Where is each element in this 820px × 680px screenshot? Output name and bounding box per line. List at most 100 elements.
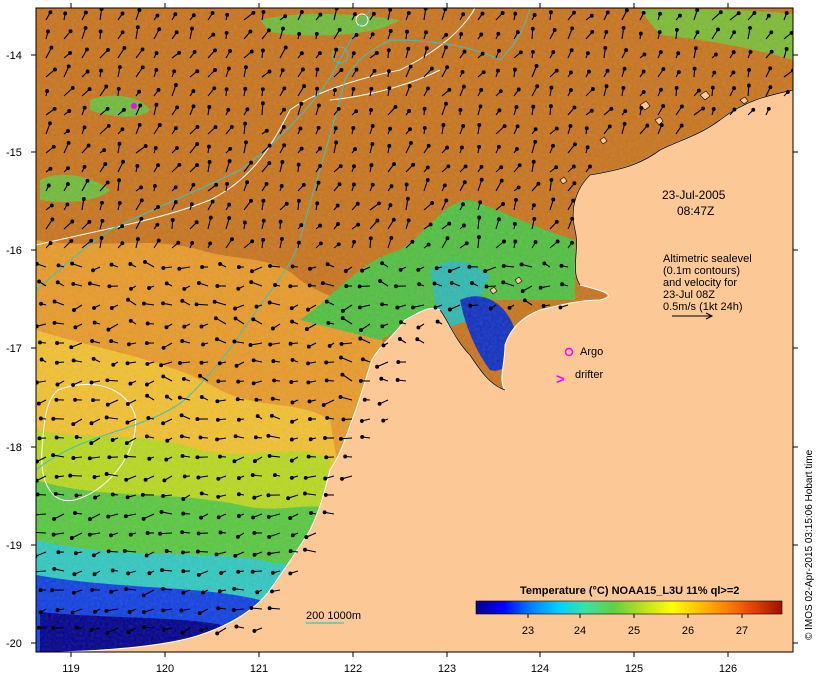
lon-tick: 121 [250, 3, 268, 675]
velocity-arrow-head [139, 185, 144, 190]
velocity-arrow-head [243, 121, 248, 126]
velocity-arrow-head [302, 84, 307, 89]
velocity-arrow-head [352, 239, 357, 244]
velocity-arrow-head [250, 269, 254, 274]
velocity-arrow-head [324, 378, 329, 383]
velocity-arrow-head [252, 495, 257, 500]
velocity-arrow-head [515, 124, 520, 129]
velocity-arrow-head [377, 201, 381, 206]
velocity-arrow-head [343, 454, 348, 459]
velocity-arrow-head [195, 124, 200, 129]
velocity-arrow-head [270, 570, 275, 575]
velocity-arrow-head [322, 510, 327, 515]
velocity-arrow-head [71, 358, 76, 363]
velocity-arrow-head [52, 566, 57, 571]
velocity-arrow-head [176, 240, 181, 245]
velocity-arrow-head [538, 285, 543, 290]
velocity-arrow-head [243, 86, 248, 91]
velocity-arrow-head [468, 303, 473, 308]
velocity-arrow-head [516, 185, 521, 190]
velocity-arrow-head [338, 395, 343, 399]
velocity-arrow-head [314, 31, 319, 36]
velocity-arrow-head [199, 324, 204, 329]
velocity-arrow-head [128, 318, 133, 323]
velocity-arrow-head [91, 398, 95, 403]
velocity-arrow-head [425, 165, 430, 170]
velocity-arrow-head [299, 146, 304, 151]
velocity-arrow-head [100, 200, 104, 205]
lon-tick: 120 [156, 3, 174, 675]
velocity-arrow-head [409, 140, 413, 145]
velocity-arrow-head [572, 105, 577, 110]
velocity-arrow-head [288, 341, 293, 346]
velocity-arrow-head [229, 124, 234, 129]
velocity-arrow-head [370, 32, 375, 37]
velocity-arrow-head [270, 396, 275, 401]
velocity-arrow-head [87, 219, 92, 224]
colorbar-tick-label: 25 [628, 625, 640, 637]
velocity-arrow-head [324, 299, 329, 304]
velocity-arrow-head [181, 569, 186, 574]
velocity-arrow-head [307, 399, 312, 404]
velocity-arrow-head [159, 363, 164, 368]
velocity-arrow-head [234, 363, 239, 368]
velocity-arrow-head [65, 202, 70, 207]
velocity-arrow [106, 608, 119, 612]
velocity-arrow-head [137, 8, 142, 13]
velocity-arrow-head [36, 478, 39, 483]
velocity-arrow-head [343, 269, 348, 273]
velocity-arrow-head [731, 70, 736, 75]
velocity-arrow-head [125, 495, 130, 500]
velocity-arrow-head [396, 360, 401, 365]
velocity-arrow-head [92, 305, 97, 310]
velocity-arrow-head [571, 198, 576, 203]
velocity-arrow-head [746, 83, 751, 88]
velocity-arrow-head [49, 203, 54, 208]
velocity-arrow-head [105, 180, 110, 185]
velocity-arrow-head [100, 218, 105, 223]
velocity-arrow-head [251, 358, 256, 363]
velocity-arrow-head [389, 235, 394, 240]
velocity-arrow-head [751, 107, 756, 112]
velocity-arrow-head [323, 492, 328, 497]
velocity-arrow-head [268, 263, 273, 268]
velocity-arrow-head [337, 27, 342, 32]
velocity-arrow-head [426, 86, 430, 91]
velocity-arrow-head [351, 182, 356, 187]
velocity-arrow-head [212, 299, 217, 304]
velocity-arrow-head [395, 378, 400, 382]
velocity-arrow-head [66, 64, 71, 69]
velocity-arrow-head [36, 513, 37, 517]
velocity-arrow-head [141, 516, 146, 521]
velocity-arrow-head [199, 395, 204, 399]
velocity-arrow-head [441, 123, 446, 127]
velocity-arrow-head [121, 159, 126, 164]
velocity-arrow-head [89, 421, 94, 426]
velocity-arrow-head [306, 307, 310, 312]
velocity-arrow-head [74, 493, 79, 498]
velocity-arrow-head [140, 65, 145, 70]
velocity-arrow-head [278, 219, 283, 224]
velocity-arrow-head [36, 459, 39, 464]
velocity-arrow-head [289, 380, 294, 384]
velocity-arrow-head [122, 548, 127, 553]
velocity-arrow-head [570, 216, 575, 221]
velocity-arrow-head [659, 123, 664, 128]
velocity-arrow-head [462, 49, 467, 54]
velocity-arrow-head [90, 587, 95, 592]
velocity-arrow-head [377, 401, 382, 406]
velocity-arrow-head [499, 178, 504, 183]
velocity-arrow-head [46, 183, 51, 188]
velocity-arrow-head [445, 145, 450, 150]
velocity-arrow-head [141, 610, 146, 615]
velocity-arrow-head [81, 197, 86, 201]
velocity-arrow-head [334, 140, 339, 145]
velocity-arrow-head [109, 533, 113, 538]
velocity-arrow-head [158, 531, 163, 536]
velocity-arrow-head [374, 50, 379, 55]
velocity-arrow-head [297, 31, 302, 36]
velocity-arrow-head [250, 239, 255, 244]
velocity-arrow-head [147, 286, 151, 290]
velocity-arrow-head [156, 163, 160, 168]
velocity-arrow-head [216, 515, 221, 520]
